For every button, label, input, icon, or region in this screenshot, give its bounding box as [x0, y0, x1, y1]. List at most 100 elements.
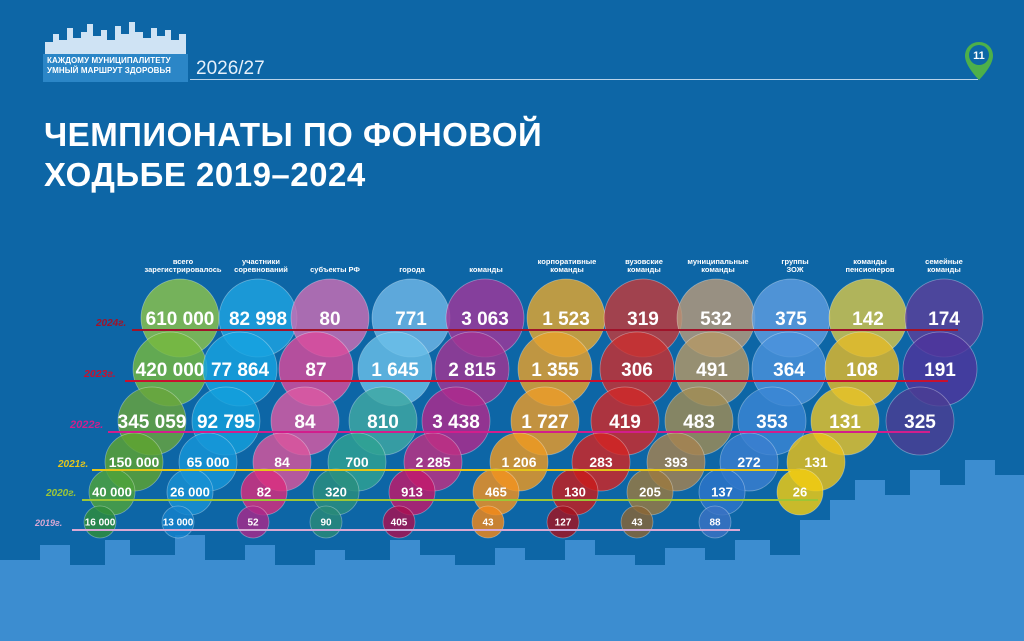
value-labels: 610 000 82 998 80 771 3 063 1 523 319 532 375 142…	[85, 309, 961, 529]
category-label: субъекты РФ	[310, 265, 360, 274]
category-label: участники	[242, 257, 280, 266]
value-label: 419	[609, 412, 641, 433]
logo-city-icon	[43, 20, 188, 82]
category-label: города	[399, 265, 425, 274]
category-label: команды	[627, 265, 660, 274]
value-label: 205	[639, 485, 661, 500]
category-label: всего	[173, 257, 194, 266]
value-label: 2 815	[448, 360, 496, 381]
year-label: 2023г.	[83, 368, 116, 380]
value-label: 142	[852, 309, 884, 330]
category-label: зарегистрировалось	[144, 265, 221, 274]
page-number: 11	[973, 50, 985, 62]
year-label: 2021г.	[57, 459, 88, 470]
value-label: 65 000	[187, 454, 230, 470]
value-label: 610 000	[146, 309, 215, 330]
category-label: команды	[853, 257, 886, 266]
value-label: 82	[257, 485, 271, 500]
page-title: ЧЕМПИОНАТЫ ПО ФОНОВОЙ ХОДЬБЕ 2019–2024	[44, 115, 542, 195]
value-label: 150 000	[109, 454, 160, 470]
value-label: 283	[589, 454, 613, 470]
category-label: вузовские	[625, 257, 663, 266]
year-label: 2019г.	[34, 518, 62, 528]
value-label: 84	[274, 454, 290, 470]
value-label: 26	[793, 485, 807, 500]
title-line-1: ЧЕМПИОНАТЫ ПО ФОНОВОЙ	[44, 116, 543, 153]
value-label: 1 355	[531, 360, 579, 381]
value-label: 325	[904, 412, 936, 433]
value-label: 405	[391, 518, 408, 529]
value-label: 77 864	[211, 360, 270, 381]
year-label: 2022г.	[69, 419, 103, 431]
value-label: 26 000	[170, 485, 210, 500]
value-label: 306	[621, 360, 653, 381]
value-label: 131	[829, 412, 861, 433]
bubble	[885, 386, 955, 456]
value-label: 420 000	[136, 360, 205, 381]
edition-year: 2026/27	[196, 58, 265, 79]
value-label: 1 727	[521, 412, 569, 433]
value-label: 127	[555, 518, 572, 529]
category-label: муниципальные	[687, 257, 748, 266]
category-label: команды	[701, 265, 734, 274]
value-label: 3 438	[432, 412, 480, 433]
value-label: 43	[482, 518, 494, 529]
value-label: 84	[294, 412, 316, 433]
value-label: 174	[928, 309, 960, 330]
category-label: корпоративные	[538, 257, 597, 266]
logo-text-line2: УМНЫЙ МАРШРУТ ЗДОРОВЬЯ	[47, 66, 171, 75]
value-label: 1 645	[371, 360, 419, 381]
value-label: 137	[711, 485, 733, 500]
category-label: команды	[927, 265, 960, 274]
year-lines: 2024г. 2023г. 2022г. 2021г. 2020г. 2019г.	[34, 318, 958, 531]
page-number-pin: 11	[965, 42, 993, 80]
logo-text-line1: КАЖДОМУ МУНИЦИПАЛИТЕТУ	[47, 56, 171, 65]
year-label: 2020г.	[45, 488, 76, 499]
value-label: 700	[345, 454, 369, 470]
project-logo: КАЖДОМУ МУНИЦИПАЛИТЕТУ УМНЫЙ МАРШРУТ ЗДО…	[43, 20, 188, 82]
category-label: семейные	[925, 257, 963, 266]
value-label: 375	[775, 309, 807, 330]
value-label: 40 000	[92, 485, 132, 500]
value-label: 393	[664, 454, 688, 470]
value-label: 88	[709, 518, 721, 529]
value-label: 319	[627, 309, 659, 330]
category-label: пенсионеров	[845, 265, 894, 274]
value-label: 191	[924, 360, 956, 381]
header-divider	[190, 79, 978, 80]
value-label: 532	[700, 309, 732, 330]
category-label: ЗОЖ	[786, 265, 803, 274]
value-label: 364	[773, 360, 805, 381]
value-label: 87	[305, 360, 326, 381]
value-label: 771	[395, 309, 427, 330]
value-label: 130	[564, 485, 586, 500]
value-label: 82 998	[229, 309, 287, 330]
value-label: 131	[804, 454, 828, 470]
year-label: 2024г.	[95, 318, 126, 329]
title-line-2: ХОДЬБЕ 2019–2024	[44, 156, 366, 193]
value-label: 491	[696, 360, 728, 381]
skyline-ground	[0, 585, 1024, 641]
category-label: команды	[469, 265, 502, 274]
value-label: 483	[683, 412, 715, 433]
value-label: 1 206	[501, 454, 536, 470]
value-label: 108	[846, 360, 878, 381]
value-label: 80	[319, 309, 340, 330]
value-label: 320	[325, 485, 347, 500]
category-label: соревнований	[234, 265, 288, 274]
value-label: 913	[401, 485, 423, 500]
value-label: 16 000	[85, 518, 116, 529]
value-label: 92 795	[197, 412, 256, 433]
value-label: 52	[247, 518, 259, 529]
value-label: 353	[756, 412, 788, 433]
value-label: 272	[737, 454, 761, 470]
value-label: 43	[631, 518, 643, 529]
value-label: 13 000	[163, 518, 194, 529]
value-label: 3 063	[461, 309, 509, 330]
value-label: 810	[367, 412, 399, 433]
value-label: 1 523	[542, 309, 590, 330]
